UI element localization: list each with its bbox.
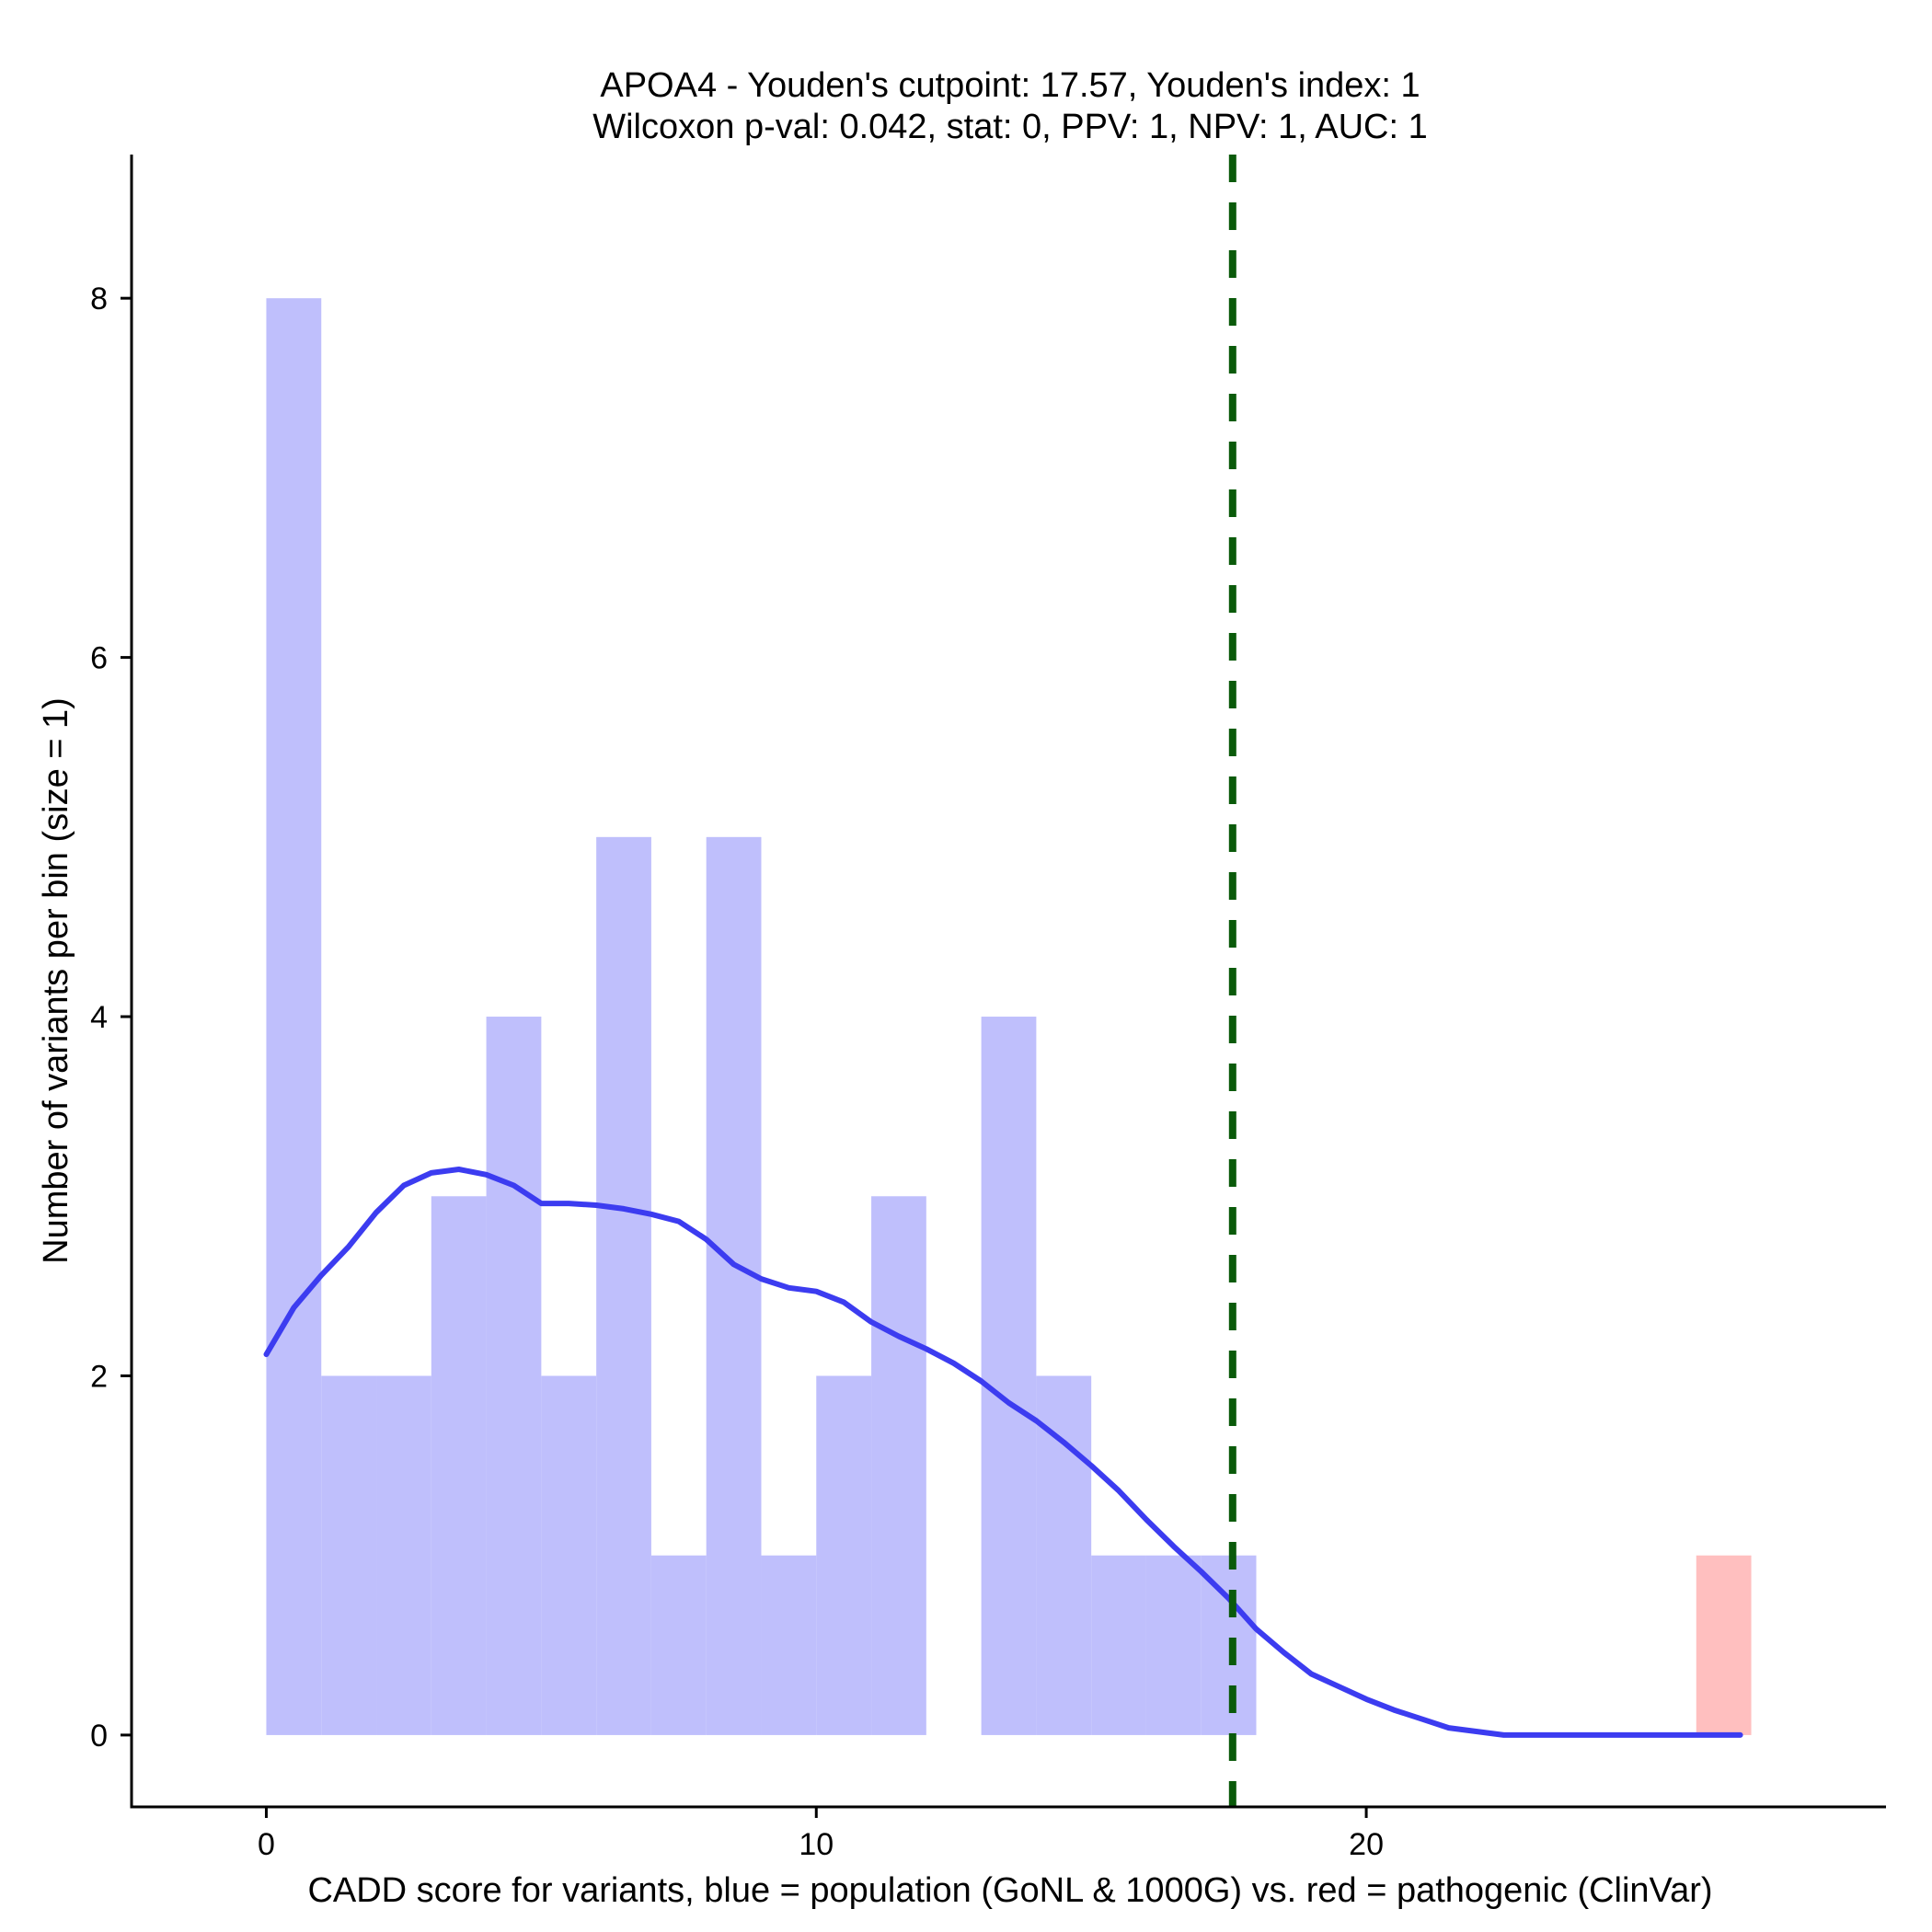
population-bar-7 — [650, 1555, 707, 1735]
population-bar-17 — [1201, 1555, 1257, 1735]
x-axis-label: CADD score for variants, blue = populati… — [307, 1871, 1712, 1910]
population-bar-2 — [376, 1375, 431, 1735]
histogram-bars — [266, 298, 1752, 1735]
y-axis-ticks: 0 2 4 6 8 — [90, 282, 132, 1754]
y-axis-label: Number of variants per bin (size = 1) — [37, 697, 75, 1264]
population-bar-6 — [596, 836, 651, 1735]
population-bar-11 — [871, 1196, 926, 1735]
population-bar-0 — [266, 298, 322, 1735]
y-tick-label-8: 8 — [90, 282, 108, 316]
chart-title-line-2: Wilcoxon p-val: 0.042, stat: 0, PPV: 1, … — [592, 108, 1427, 146]
y-tick-label-6: 6 — [90, 641, 108, 676]
y-tick-label-4: 4 — [90, 1000, 108, 1035]
population-bar-16 — [1145, 1555, 1202, 1735]
x-tick-label-20: 20 — [1349, 1827, 1384, 1862]
population-bar-14 — [1036, 1375, 1092, 1735]
population-bar-10 — [816, 1375, 872, 1735]
population-bar-9 — [761, 1555, 817, 1735]
x-tick-label-0: 0 — [258, 1827, 275, 1862]
x-axis-ticks: 0 10 20 — [258, 1807, 1384, 1862]
density-curve — [263, 1167, 1743, 1738]
population-bar-13 — [981, 1017, 1037, 1735]
chart-title-line-1: APOA4 - Youden's cutpoint: 17.57, Youden… — [600, 66, 1420, 105]
population-bar-3 — [431, 1196, 487, 1735]
y-tick-label-0: 0 — [90, 1719, 108, 1754]
population-bar-1 — [321, 1375, 377, 1735]
density-curve-layer — [263, 1167, 1743, 1738]
population-bar-15 — [1091, 1555, 1146, 1735]
y-tick-label-2: 2 — [90, 1359, 108, 1394]
pathogenic-bar-26 — [1696, 1555, 1752, 1735]
population-bar-4 — [486, 1017, 542, 1735]
population-bar-5 — [541, 1375, 597, 1735]
x-tick-label-10: 10 — [799, 1827, 834, 1862]
population-bar-8 — [706, 836, 762, 1735]
